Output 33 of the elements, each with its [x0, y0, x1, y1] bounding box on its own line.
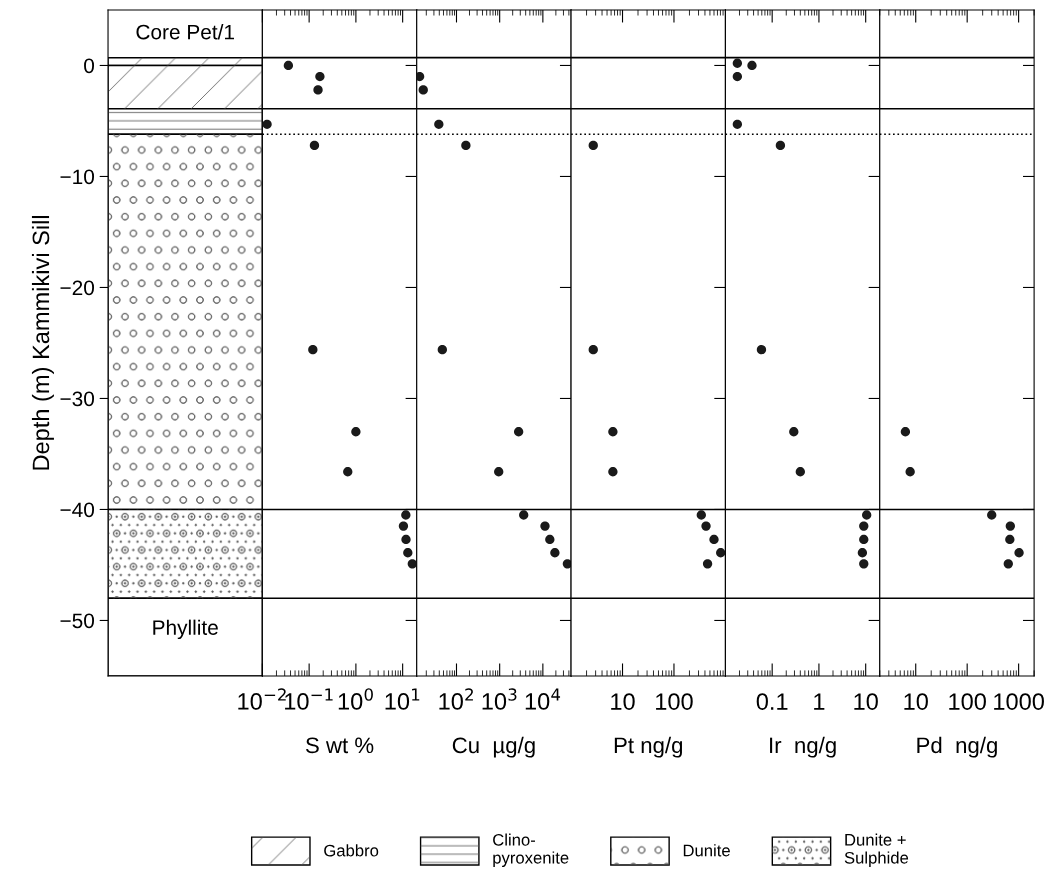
x-axis-title: S wt %	[305, 737, 374, 754]
x-tick-label: 10$^{0}$	[338, 688, 373, 710]
x-tick-label: 10$^{−2}$	[238, 688, 286, 710]
annotation: Phyllite	[153, 619, 218, 640]
legend-label: Dunite	[683, 844, 730, 857]
legend-label: Dunite + Sulphide	[844, 833, 909, 867]
x-tick-label: 0.1	[756, 693, 788, 710]
y-tick-label: −10	[60, 169, 95, 185]
legend-label: Gabbro	[324, 844, 379, 857]
x-tick-label: 1000	[994, 693, 1044, 710]
x-tick-label: 10	[904, 693, 928, 710]
x-axis-title: Pt ng/g	[614, 736, 683, 758]
x-tick-label: 10$^{1}$	[385, 688, 420, 710]
x-tick-label: 10	[611, 693, 635, 710]
x-tick-label: 10$^{2}$	[439, 688, 473, 710]
x-tick-label: 1	[814, 693, 825, 710]
y-tick-label: −50	[60, 613, 95, 629]
x-tick-label: 100	[949, 693, 986, 710]
x-tick-label: 100	[656, 693, 693, 710]
y-tick-label: −40	[60, 502, 95, 518]
x-tick-label: 10	[854, 693, 878, 710]
y-tick-label: −20	[60, 280, 95, 296]
x-tick-label: 10$^{4}$	[525, 688, 561, 710]
text: Core Pet/1	[136, 24, 234, 40]
y-tick-label: −30	[60, 391, 95, 407]
y-tick-label: 0	[84, 58, 95, 74]
x-axis-title: Pd ng/g	[917, 736, 997, 758]
x-axis-title: Ir ng/g	[770, 736, 836, 758]
x-axis-title: Cu µg/g	[452, 736, 535, 758]
x-tick-label: 10$^{−1}$	[285, 688, 333, 710]
y-axis-title: Depth (m) Kammikivi Sill	[31, 215, 54, 470]
legend-label: Clino- pyroxenite	[493, 833, 569, 867]
x-tick-label: 10$^{3}$	[482, 688, 517, 710]
